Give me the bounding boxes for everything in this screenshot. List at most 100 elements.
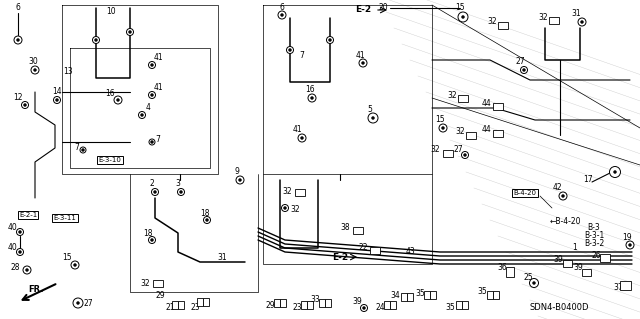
Circle shape xyxy=(152,189,159,196)
Circle shape xyxy=(239,179,241,181)
Text: ←B-4-20: ←B-4-20 xyxy=(550,218,582,226)
Circle shape xyxy=(626,241,634,249)
Bar xyxy=(493,130,503,137)
Text: SDN4-B0400D: SDN4-B0400D xyxy=(530,303,589,313)
Text: 40: 40 xyxy=(8,222,18,232)
Bar xyxy=(307,301,313,309)
Circle shape xyxy=(359,59,367,67)
Circle shape xyxy=(19,231,21,233)
Text: 32: 32 xyxy=(290,205,300,214)
Circle shape xyxy=(74,264,76,266)
Text: 29: 29 xyxy=(265,300,275,309)
Text: 30: 30 xyxy=(28,57,38,66)
Bar xyxy=(582,269,591,276)
Circle shape xyxy=(148,92,156,99)
Bar xyxy=(280,299,285,307)
Bar xyxy=(179,301,184,309)
Circle shape xyxy=(17,249,24,256)
Text: 32: 32 xyxy=(447,91,457,100)
Circle shape xyxy=(95,39,97,41)
Circle shape xyxy=(151,141,153,143)
Circle shape xyxy=(80,147,86,153)
Circle shape xyxy=(628,244,631,246)
Circle shape xyxy=(278,11,286,19)
Circle shape xyxy=(439,124,447,132)
Circle shape xyxy=(14,36,22,44)
Bar xyxy=(301,301,307,309)
Text: 26: 26 xyxy=(591,250,601,259)
Circle shape xyxy=(141,114,143,116)
Text: 9: 9 xyxy=(235,167,239,176)
Circle shape xyxy=(17,228,24,235)
Circle shape xyxy=(148,62,156,69)
Text: 41: 41 xyxy=(153,54,163,63)
Bar xyxy=(197,298,203,306)
Text: 35: 35 xyxy=(477,287,487,296)
Bar xyxy=(456,301,461,309)
Bar xyxy=(493,102,503,109)
Bar xyxy=(563,259,572,266)
Text: 7: 7 xyxy=(300,50,305,60)
Circle shape xyxy=(129,31,131,33)
Text: E-3-10: E-3-10 xyxy=(99,157,122,163)
Text: 32: 32 xyxy=(487,18,497,26)
Text: 44: 44 xyxy=(482,125,492,135)
Text: 24: 24 xyxy=(375,302,385,311)
Text: 27: 27 xyxy=(83,300,93,308)
Text: 20: 20 xyxy=(378,4,388,12)
Circle shape xyxy=(31,66,39,74)
Text: 36: 36 xyxy=(497,263,507,272)
Bar xyxy=(549,17,559,24)
Text: 38: 38 xyxy=(340,224,350,233)
Text: E-3-11: E-3-11 xyxy=(54,215,76,221)
Text: 10: 10 xyxy=(106,8,116,17)
Circle shape xyxy=(614,171,616,173)
Text: 21: 21 xyxy=(165,303,175,313)
Circle shape xyxy=(93,36,99,43)
Text: 15: 15 xyxy=(62,254,72,263)
Bar xyxy=(600,254,610,262)
Circle shape xyxy=(282,204,289,211)
Circle shape xyxy=(26,269,28,271)
Text: 16: 16 xyxy=(105,88,115,98)
Text: 15: 15 xyxy=(455,4,465,12)
Text: E-2-1: E-2-1 xyxy=(19,212,37,218)
Text: 33: 33 xyxy=(310,295,320,305)
Text: 23: 23 xyxy=(292,303,302,313)
Circle shape xyxy=(523,69,525,71)
Text: E-2: E-2 xyxy=(355,5,371,14)
Text: B-3-1: B-3-1 xyxy=(584,232,604,241)
Text: 12: 12 xyxy=(13,93,23,101)
Bar xyxy=(466,131,476,138)
Text: 3: 3 xyxy=(175,180,180,189)
Circle shape xyxy=(149,139,155,145)
Text: 27: 27 xyxy=(515,57,525,66)
Circle shape xyxy=(464,154,466,156)
Text: 32: 32 xyxy=(282,188,292,197)
Text: 1: 1 xyxy=(573,242,577,251)
Text: 35: 35 xyxy=(445,303,455,313)
Bar xyxy=(487,291,493,299)
Circle shape xyxy=(71,261,79,269)
Text: 39: 39 xyxy=(573,263,583,272)
Circle shape xyxy=(154,191,156,193)
Circle shape xyxy=(127,28,134,35)
Circle shape xyxy=(17,39,19,41)
Text: 31: 31 xyxy=(571,10,581,19)
Circle shape xyxy=(284,207,286,209)
Bar xyxy=(172,301,178,309)
Circle shape xyxy=(308,94,316,102)
Bar xyxy=(353,226,363,234)
Circle shape xyxy=(34,69,36,71)
Text: 19: 19 xyxy=(622,233,632,241)
Circle shape xyxy=(368,113,378,123)
Circle shape xyxy=(298,134,306,142)
Text: 32: 32 xyxy=(538,12,548,21)
Bar xyxy=(390,301,396,309)
Circle shape xyxy=(462,16,464,18)
Text: 32: 32 xyxy=(430,145,440,154)
Text: B-3: B-3 xyxy=(588,224,600,233)
Circle shape xyxy=(177,189,184,196)
Bar xyxy=(370,247,380,254)
Bar xyxy=(295,189,305,196)
